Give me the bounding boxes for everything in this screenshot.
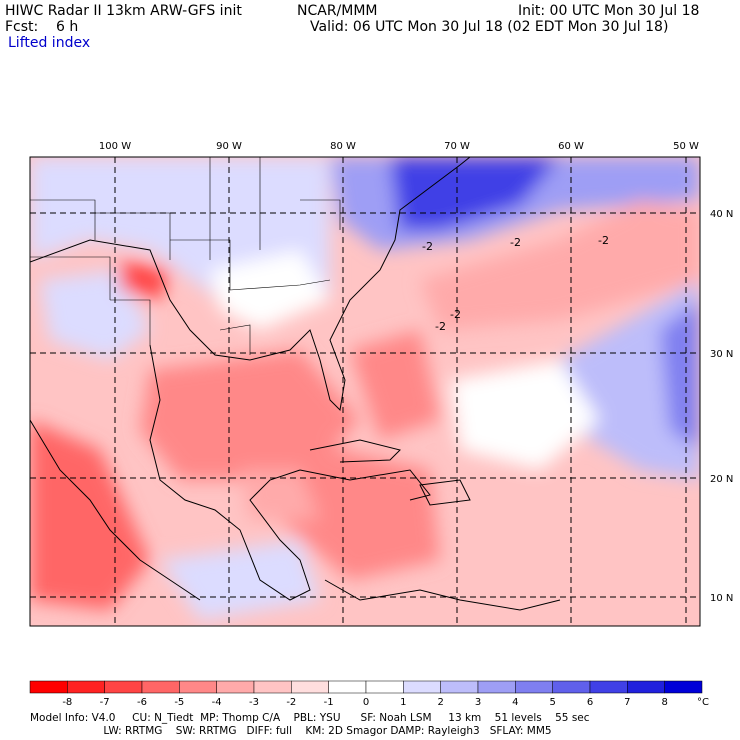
colorbar-swatch: [552, 680, 591, 694]
colorbar-swatch: [253, 680, 292, 694]
colorbar-tick-label: 5: [549, 697, 555, 708]
colorbar-swatch: [291, 680, 329, 694]
colorbar-tick-label: 1: [400, 697, 406, 708]
colorbar-swatch: [141, 680, 180, 694]
lon-label: 50 W: [673, 141, 699, 152]
colorbar-unit: °C: [697, 697, 709, 708]
lon-label: 70 W: [444, 141, 470, 152]
colorbar-swatch: [179, 680, 217, 694]
colorbar-tick-label: -7: [100, 697, 110, 708]
colorbar-tick-label: 7: [624, 697, 630, 708]
colorbar-swatch: [216, 680, 255, 694]
lat-label: 10 N: [710, 593, 733, 604]
contour-label: -2: [598, 234, 609, 247]
model-title: HIWC Radar II 13km ARW-GFS init: [5, 3, 242, 19]
lat-label: 20 N: [710, 474, 733, 485]
lat-label: 40 N: [710, 209, 733, 220]
colorbar-tick-label: 2: [437, 697, 443, 708]
lon-label: 80 W: [330, 141, 356, 152]
colorbar-tick-label: -4: [212, 697, 222, 708]
lon-label: 90 W: [216, 141, 242, 152]
colorbar-tick-label: -2: [286, 697, 296, 708]
colorbar-swatch: [477, 680, 516, 694]
lon-label: 60 W: [558, 141, 584, 152]
model-info-line1: Model Info: V4.0 CU: N_Tiedt MP: Thomp C…: [30, 712, 590, 724]
init-time: Init: 00 UTC Mon 30 Jul 18: [518, 3, 700, 19]
colorbar-tick-label: 0: [363, 697, 369, 708]
valid-time: Valid: 06 UTC Mon 30 Jul 18 (02 EDT Mon …: [310, 19, 669, 35]
contour-label: -2: [450, 308, 461, 321]
colorbar-swatch: [67, 680, 105, 694]
colorbar-tick-label: 8: [661, 697, 667, 708]
colorbar-tick-label: -1: [324, 697, 334, 708]
colorbar-labels: -8 -7 -6 -5 -4 -3 -2 -1 0 1 2 3 4 5 6 7 8: [62, 697, 668, 708]
colorbar-swatch: [515, 680, 553, 694]
lat-label: 30 N: [710, 349, 733, 360]
field-name: Lifted index: [8, 35, 91, 51]
colorbar-swatch: [104, 680, 143, 694]
colorbar-swatch: [403, 680, 441, 694]
colorbar-tick-label: -5: [174, 697, 184, 708]
organization: NCAR/MMM: [297, 3, 378, 19]
lon-label: 100 W: [99, 141, 131, 152]
contour-label: -2: [422, 240, 433, 253]
model-info-line2: LW: RRTMG SW: RRTMG DIFF: full KM: 2D Sm…: [30, 725, 552, 737]
colorbar-tick-label: -8: [62, 697, 72, 708]
contour-label: -2: [510, 236, 521, 249]
colorbar-tick-label: -3: [249, 697, 259, 708]
colorbar-swatch: [365, 680, 404, 694]
colorbar-tick-label: -6: [137, 697, 147, 708]
lifted-index-field: [30, 157, 700, 626]
colorbar-swatch: [29, 680, 68, 694]
colorbar-tick-label: 6: [587, 697, 593, 708]
colorbar-swatch: [664, 680, 703, 694]
colorbar-swatch: [440, 680, 479, 694]
colorbar-tick-label: 4: [512, 697, 518, 708]
forecast-hour: Fcst: 6 h: [5, 19, 79, 35]
colorbar: [29, 680, 703, 694]
colorbar-tick-label: 3: [475, 697, 481, 708]
contour-label: -2: [435, 320, 446, 333]
colorbar-swatch: [589, 680, 628, 694]
colorbar-swatch: [627, 680, 665, 694]
colorbar-swatch: [328, 680, 367, 694]
